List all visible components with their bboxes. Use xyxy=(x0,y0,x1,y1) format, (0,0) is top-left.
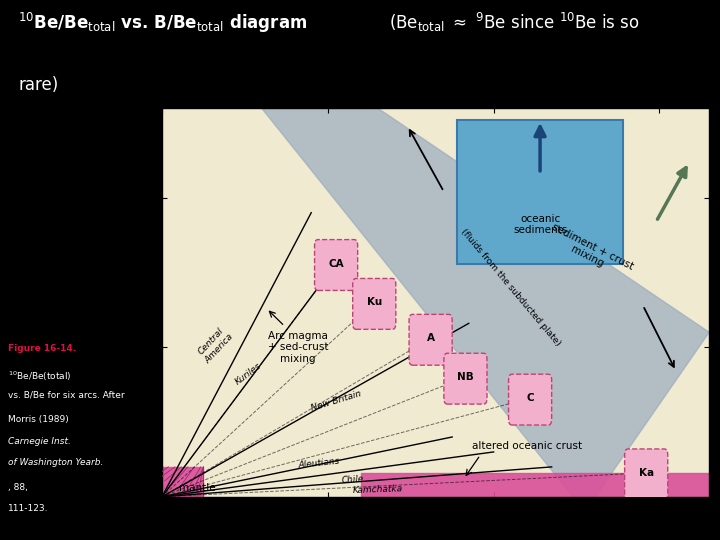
Text: of Washington Yearb.: of Washington Yearb. xyxy=(8,457,104,467)
Text: Central
America: Central America xyxy=(195,325,235,365)
FancyBboxPatch shape xyxy=(353,279,396,329)
Text: (Be$_\mathrm{total}$ $\approx$ $^{9}$Be since $^{10}$Be is so: (Be$_\mathrm{total}$ $\approx$ $^{9}$Be … xyxy=(389,11,639,34)
Text: vs. B/Be for six arcs. After: vs. B/Be for six arcs. After xyxy=(8,390,125,399)
Text: Kuriles: Kuriles xyxy=(233,361,263,386)
Text: CA: CA xyxy=(328,259,344,268)
Text: Carnegie Inst.: Carnegie Inst. xyxy=(8,436,71,446)
Text: Chile: Chile xyxy=(341,474,364,485)
Text: Ku: Ku xyxy=(366,298,382,307)
FancyBboxPatch shape xyxy=(409,314,452,365)
FancyBboxPatch shape xyxy=(625,449,667,500)
Polygon shape xyxy=(261,108,709,512)
FancyBboxPatch shape xyxy=(457,120,623,264)
Text: $^{10}$Be/Be$_\mathrm{total}$ vs. B/Be$_\mathrm{total}$ diagram: $^{10}$Be/Be$_\mathrm{total}$ vs. B/Be$_… xyxy=(18,11,307,35)
X-axis label: B/Be: B/Be xyxy=(420,519,451,533)
Text: (fluids from the subducted plate): (fluids from the subducted plate) xyxy=(459,227,562,348)
Text: Aleutians: Aleutians xyxy=(298,456,341,470)
Text: sediment + crust
mixing: sediment + crust mixing xyxy=(545,221,635,282)
Text: Arc magma
+ sed-crust
mixing: Arc magma + sed-crust mixing xyxy=(268,330,328,364)
Text: 111-123.: 111-123. xyxy=(8,504,49,513)
Text: Figure 16-14.: Figure 16-14. xyxy=(8,344,79,353)
Text: oceanic
sediments: oceanic sediments xyxy=(513,214,567,235)
Text: Ka: Ka xyxy=(639,468,654,478)
FancyBboxPatch shape xyxy=(444,353,487,404)
Text: mantle: mantle xyxy=(179,483,215,493)
Text: NB: NB xyxy=(457,372,474,382)
FancyBboxPatch shape xyxy=(315,240,358,291)
Text: Kamchatka: Kamchatka xyxy=(352,484,402,495)
Text: rare): rare) xyxy=(18,76,58,93)
Text: , 88,: , 88, xyxy=(8,483,28,492)
Text: C: C xyxy=(526,393,534,403)
Text: New Britain: New Britain xyxy=(310,389,362,413)
Text: $^{10}$Be/Be(total): $^{10}$Be/Be(total) xyxy=(8,369,72,382)
Text: A: A xyxy=(427,333,435,343)
Text: Morris (1989): Morris (1989) xyxy=(8,415,72,424)
FancyBboxPatch shape xyxy=(508,374,552,425)
Y-axis label: $^{10}$Be/Be ($\times\,10^{-11}$): $^{10}$Be/Be ($\times\,10^{-11}$) xyxy=(113,251,131,354)
Text: altered oceanic crust: altered oceanic crust xyxy=(472,441,582,451)
